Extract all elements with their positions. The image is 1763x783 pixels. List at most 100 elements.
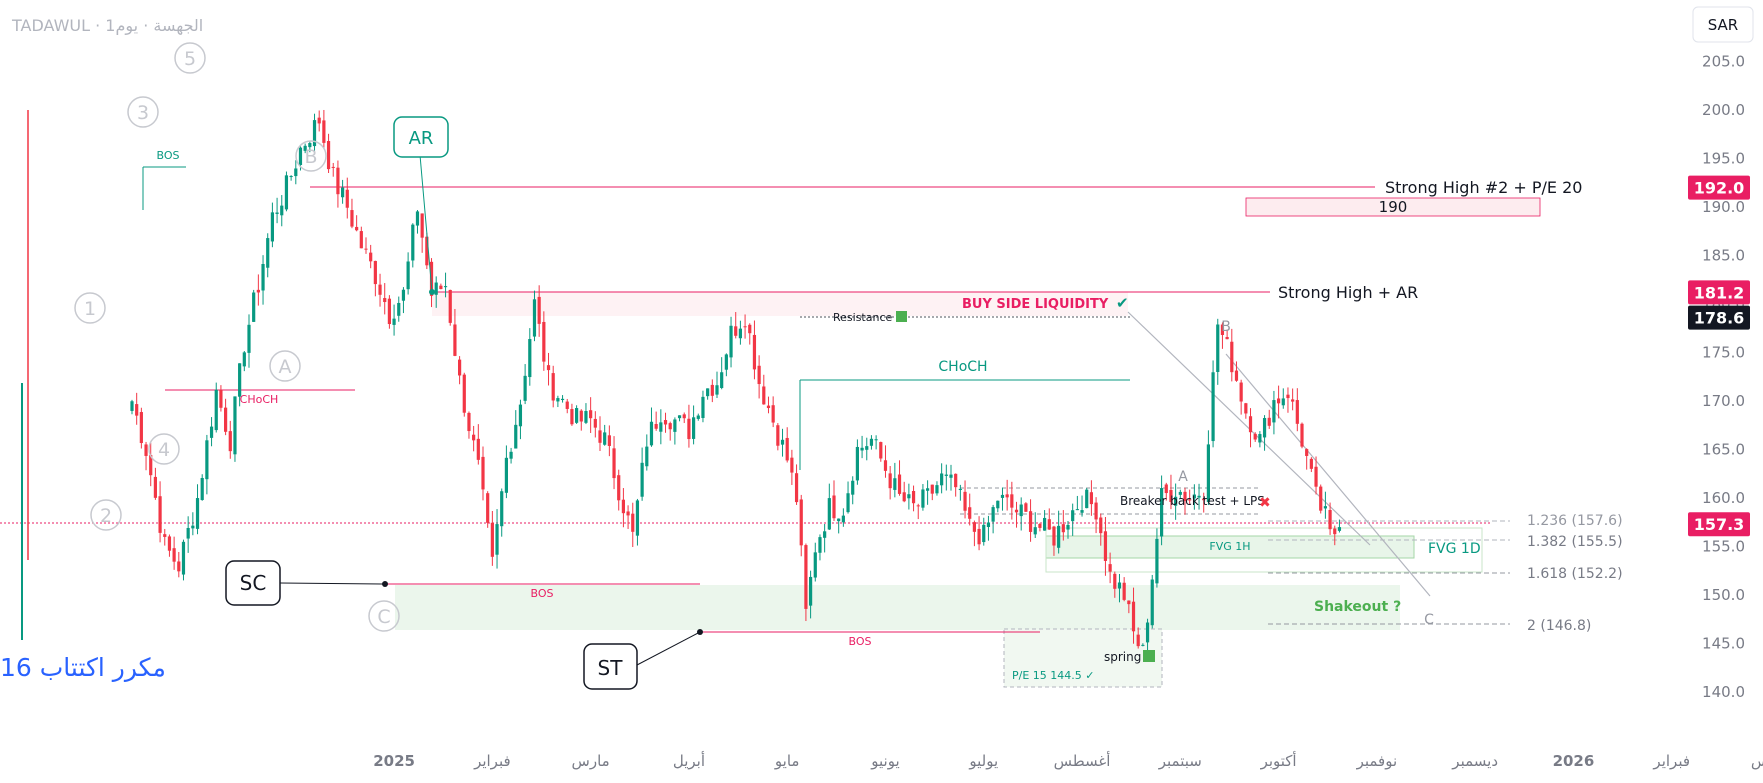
level-190-label: 190: [1379, 198, 1408, 216]
candle-body: [308, 142, 312, 148]
candle-body: [949, 474, 953, 478]
candle-body: [589, 410, 593, 419]
candle-body: [893, 478, 897, 490]
candle-body: [785, 437, 789, 461]
currency-label[interactable]: SAR: [1708, 16, 1738, 34]
candle-body: [462, 374, 466, 413]
fib-2-label: 1.382 (155.5): [1527, 534, 1623, 550]
x-tick-label: مارس: [1751, 752, 1763, 770]
candles: [21, 109, 1342, 657]
candle-body: [729, 325, 733, 358]
candle-body: [813, 552, 817, 578]
candle-body: [214, 389, 218, 431]
wave-circle-3: [127, 96, 159, 128]
candle-body: [256, 289, 260, 293]
wave-labels: 5 3 B 1 A 4 2 C: [74, 42, 400, 632]
candle-body: [1300, 423, 1304, 447]
candle-body: [701, 396, 705, 419]
candle-body: [518, 404, 523, 427]
x-axis: 2025 فبراير مارس أبريل مايو يونيو يوليو أغسطس سب…: [373, 751, 1763, 770]
candle-body: [1038, 524, 1042, 528]
candle-body: [177, 561, 181, 572]
candle-body: [668, 423, 672, 430]
candle-body: [855, 446, 859, 481]
candle-body: [766, 405, 771, 409]
ar-dot: [429, 289, 435, 295]
candle-body: [1248, 416, 1253, 433]
candle-body: [509, 451, 513, 459]
candle-body: [1043, 517, 1047, 531]
wave-text-a: A: [279, 356, 292, 378]
candle-body: [135, 404, 139, 416]
candle-body: [799, 499, 803, 546]
candle-body: [130, 401, 134, 411]
st-dot: [697, 629, 703, 635]
candle-body: [1136, 634, 1140, 647]
candle-body: [560, 398, 565, 401]
shakeout-label: Shakeout ?: [1314, 599, 1401, 615]
candle-body: [420, 213, 424, 238]
spring-label: spring: [1104, 650, 1141, 664]
price-tag: [1688, 280, 1750, 305]
candle-body: [275, 212, 279, 214]
candle-body: [472, 434, 476, 441]
candle-body: [1117, 582, 1122, 589]
candle-body: [495, 524, 499, 555]
candle-body: [167, 536, 172, 551]
fib-1-label: 1.236 (157.6): [1527, 513, 1623, 529]
candle-body: [823, 531, 827, 538]
candle-body: [570, 409, 574, 425]
candle-body: [181, 541, 186, 575]
candle-body: [626, 511, 630, 516]
candle-body: [696, 415, 700, 419]
wave-text-2: 2: [100, 505, 112, 527]
y-axis: 140.0 145.0 150.0 155.0 160.0 165.0 170.0 175.0…: [1702, 53, 1745, 702]
wave-text-3: 3: [137, 102, 149, 124]
wave-circle-4: [148, 433, 180, 465]
candle-body: [312, 120, 317, 147]
candle-body: [200, 478, 204, 500]
candle-body: [841, 515, 845, 523]
candle-body: [1160, 488, 1164, 537]
candle-body: [804, 545, 808, 609]
candle-body: [1145, 622, 1150, 643]
candle-body: [1239, 382, 1243, 402]
y-tick-label: 160.0: [1702, 489, 1745, 507]
st-connector: [636, 631, 701, 666]
ar-label: AR: [409, 128, 434, 149]
candle-body: [907, 494, 911, 499]
candle-body: [298, 147, 303, 166]
y-tick-label: 140.0: [1702, 683, 1745, 701]
candle-body: [266, 238, 270, 268]
wave-circle-c: [368, 600, 400, 632]
candle-body: [415, 211, 420, 226]
ar-connector: [419, 154, 433, 293]
y-tick-label: 185.0: [1702, 247, 1745, 265]
x-tick-label: نوفمبر: [1356, 752, 1398, 770]
candle-body: [832, 495, 836, 519]
candle-body: [724, 354, 728, 370]
bos-mid-label: BOS: [531, 587, 554, 600]
candle-body: [1174, 496, 1178, 506]
candle-body: [158, 496, 162, 533]
candle-body: [317, 117, 321, 124]
candle-body: [926, 488, 930, 491]
currency-button[interactable]: [1692, 6, 1754, 43]
fvg-1h-label: FVG 1H: [1209, 540, 1250, 553]
candle-body: [738, 328, 742, 339]
candle-body: [224, 407, 228, 432]
candle-body: [631, 513, 635, 532]
wave-a-letter: A: [1178, 469, 1188, 485]
candle-body: [673, 419, 677, 432]
wave-text-b: B: [304, 146, 317, 168]
trend-line-2: [1225, 353, 1431, 597]
candle-body: [397, 302, 401, 316]
candle-body: [935, 485, 939, 494]
candle-body: [1202, 498, 1206, 501]
candle-body: [270, 212, 274, 242]
candle-body: [172, 548, 176, 562]
candle-body: [373, 260, 377, 285]
candle-body: [532, 299, 537, 337]
